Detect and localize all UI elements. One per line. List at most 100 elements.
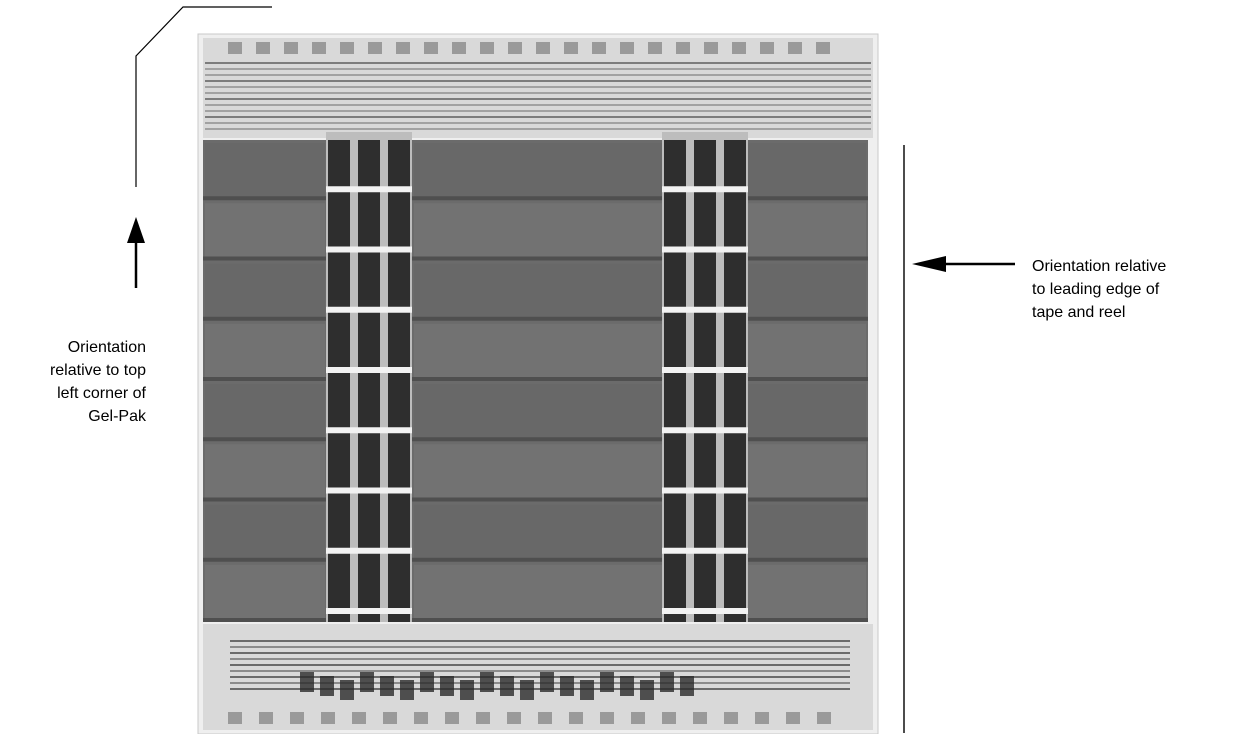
bond-pad	[676, 42, 690, 54]
bus-strap	[662, 487, 748, 494]
bond-pad	[424, 42, 438, 54]
caption-line: left corner of	[57, 385, 146, 402]
bond-pad	[352, 712, 366, 724]
bond-pad	[592, 42, 606, 54]
periphery-trace	[230, 652, 850, 654]
bus-lines	[664, 140, 686, 622]
row-separator	[203, 256, 868, 261]
row-separator	[203, 618, 868, 622]
array-block	[748, 203, 866, 257]
bond-pad	[662, 712, 676, 724]
periphery-trace	[205, 80, 871, 82]
bus-strap	[326, 608, 412, 614]
bond-pad	[760, 42, 774, 54]
array-block	[414, 384, 662, 438]
array-block	[748, 504, 866, 558]
bond-pad	[620, 42, 634, 54]
array-block	[414, 504, 662, 558]
logic-block	[380, 676, 394, 696]
logic-block	[420, 672, 434, 692]
bond-pad	[383, 712, 397, 724]
orientation-arrow-up-icon	[127, 217, 145, 243]
array-block	[748, 263, 866, 317]
array-block	[205, 143, 325, 197]
bond-pad	[290, 712, 304, 724]
array-block	[205, 564, 325, 618]
array-block	[414, 263, 662, 317]
bus-strap	[662, 306, 748, 313]
bus-strap	[326, 306, 412, 313]
bus-strap	[326, 367, 412, 373]
logic-block	[680, 676, 694, 696]
logic-block	[440, 676, 454, 696]
caption-gel-pak: Orientation relative to top left corner …	[50, 336, 146, 428]
bond-pad	[228, 42, 242, 54]
bus-strap	[326, 427, 412, 434]
bus-lines	[388, 140, 410, 622]
logic-block	[300, 672, 314, 692]
logic-block	[520, 680, 534, 700]
logic-block	[580, 680, 594, 700]
logic-block	[460, 680, 474, 700]
logic-block	[500, 676, 514, 696]
bond-pad	[259, 712, 273, 724]
logic-block	[660, 672, 674, 692]
bus-lines	[694, 140, 716, 622]
bond-pad	[788, 42, 802, 54]
periphery-trace	[230, 640, 850, 642]
periphery-trace	[205, 86, 871, 88]
row-separator	[203, 437, 868, 442]
array-block	[748, 444, 866, 498]
periphery-trace	[230, 664, 850, 666]
periphery-trace	[230, 658, 850, 660]
array-block	[414, 323, 662, 377]
array-block	[205, 203, 325, 257]
bond-pad	[816, 42, 830, 54]
bond-pad	[755, 712, 769, 724]
bond-pad	[507, 712, 521, 724]
array-block	[414, 203, 662, 257]
bus-strap	[662, 547, 748, 554]
periphery-trace	[230, 670, 850, 672]
array-block	[748, 564, 866, 618]
caption-line: relative to top	[49, 362, 146, 379]
periphery-trace	[205, 122, 871, 124]
bus-strap	[662, 246, 748, 253]
bond-pad	[631, 712, 645, 724]
bond-pad	[538, 712, 552, 724]
logic-block	[480, 672, 494, 692]
array-block	[748, 384, 866, 438]
bond-pad	[414, 712, 428, 724]
periphery-trace	[230, 646, 850, 648]
periphery-trace	[205, 116, 871, 118]
bond-pad	[368, 42, 382, 54]
array-block	[205, 384, 325, 438]
bus-lines	[358, 140, 380, 622]
bus-strap	[662, 608, 748, 614]
bond-pad	[312, 42, 326, 54]
periphery-trace	[205, 62, 871, 64]
row-separator	[203, 497, 868, 502]
array-block	[748, 323, 866, 377]
row-separator	[203, 196, 868, 201]
bond-pad	[704, 42, 718, 54]
orientation-arrow-left-icon	[912, 256, 946, 272]
periphery-trace	[205, 98, 871, 100]
bond-pad	[564, 42, 578, 54]
caption-line: Orientation relative	[1032, 258, 1167, 275]
logic-block	[340, 680, 354, 700]
bond-pad	[256, 42, 270, 54]
bond-pad	[817, 712, 831, 724]
caption-tape-and-reel: Orientation relative to leading edge of …	[1032, 255, 1166, 324]
bus-strap	[326, 186, 412, 193]
bond-pad	[648, 42, 662, 54]
caption-line: Gel-Pak	[88, 408, 146, 425]
bond-pad	[724, 712, 738, 724]
array-block	[205, 504, 325, 558]
bond-pad	[340, 42, 354, 54]
logic-block	[540, 672, 554, 692]
array-block	[205, 444, 325, 498]
bond-pad	[452, 42, 466, 54]
